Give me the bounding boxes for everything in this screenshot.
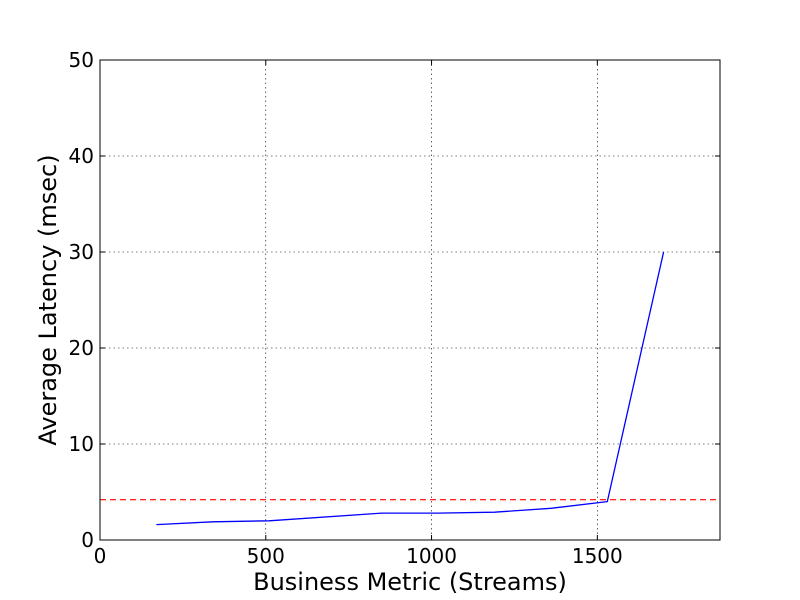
grid (100, 60, 720, 540)
axis-ticks: 0 500 1000 1500 0 10 20 30 40 50 (69, 48, 720, 568)
y-tick-label: 50 (69, 48, 94, 72)
x-tick-label: 0 (94, 544, 107, 568)
y-axis-label: Average Latency (msec) (34, 154, 62, 445)
plot-data (100, 251, 720, 526)
y-tick-label: 10 (69, 432, 94, 456)
y-tick-label: 40 (69, 144, 94, 168)
latency-series-line (156, 251, 665, 526)
plot-frame (99, 59, 721, 541)
y-tick-label: 20 (69, 336, 94, 360)
x-axis-label: Business Metric (Streams) (253, 568, 567, 596)
y-tick-label: 0 (81, 528, 94, 552)
x-tick-label: 500 (247, 544, 285, 568)
x-tick-label: 1500 (572, 544, 623, 568)
y-tick-label: 30 (69, 240, 94, 264)
x-tick-label: 1000 (406, 544, 457, 568)
